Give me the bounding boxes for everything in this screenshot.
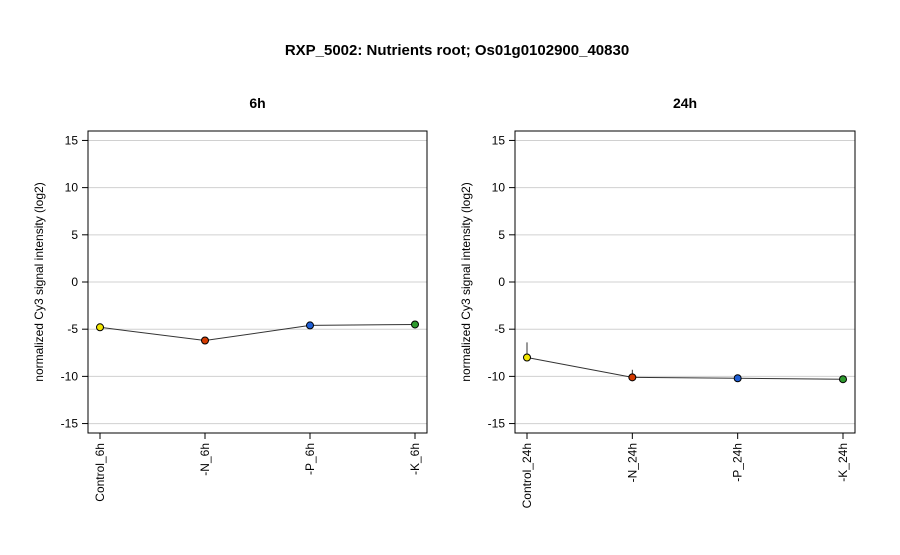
y-tick-label: -15 <box>61 417 79 431</box>
series-line <box>99 323 416 342</box>
y-tick-label: -5 <box>494 322 505 336</box>
y-tick-label: 0 <box>71 275 78 289</box>
x-tick-label: -N_6h <box>198 443 212 476</box>
data-point <box>96 323 104 332</box>
x-tick-label: -P_24h <box>731 443 745 482</box>
x-tick-label: Control_6h <box>93 443 107 502</box>
y-tick-label: 15 <box>65 133 79 147</box>
data-point <box>411 320 419 329</box>
y-tick-label: 15 <box>492 133 506 147</box>
x-tick-label: Control_24h <box>520 443 534 508</box>
data-point <box>201 336 209 345</box>
y-tick-label: 10 <box>65 181 79 195</box>
y-tick-label: 5 <box>71 228 78 242</box>
y-axis-label: normalized Cy3 signal intensity (log2) <box>32 182 46 381</box>
y-axis-label: normalized Cy3 signal intensity (log2) <box>459 182 473 381</box>
y-tick-label: 5 <box>498 228 505 242</box>
x-tick-label: -N_24h <box>625 443 639 482</box>
y-tick-label: -10 <box>488 369 506 383</box>
y-tick-label: -5 <box>67 322 78 336</box>
x-tick-label: -K_24h <box>836 443 850 482</box>
panel-title: 24h <box>673 95 697 111</box>
plot-frame <box>87 130 428 434</box>
data-point <box>523 353 531 362</box>
y-tick-label: -10 <box>61 369 79 383</box>
x-tick-label: -K_6h <box>408 443 422 475</box>
data-point <box>306 321 314 330</box>
y-tick-label: -15 <box>488 417 506 431</box>
figure-title: RXP_5002: Nutrients root; Os01g0102900_4… <box>285 42 629 59</box>
plot-frame <box>514 130 856 434</box>
x-tick-label: -P_6h <box>303 443 317 475</box>
data-point <box>733 374 742 383</box>
panel-title: 6h <box>249 95 265 111</box>
data-point <box>628 373 637 382</box>
y-tick-label: 10 <box>492 181 506 195</box>
series-line <box>526 357 844 380</box>
y-tick-label: 0 <box>498 275 505 289</box>
data-point <box>839 375 847 384</box>
